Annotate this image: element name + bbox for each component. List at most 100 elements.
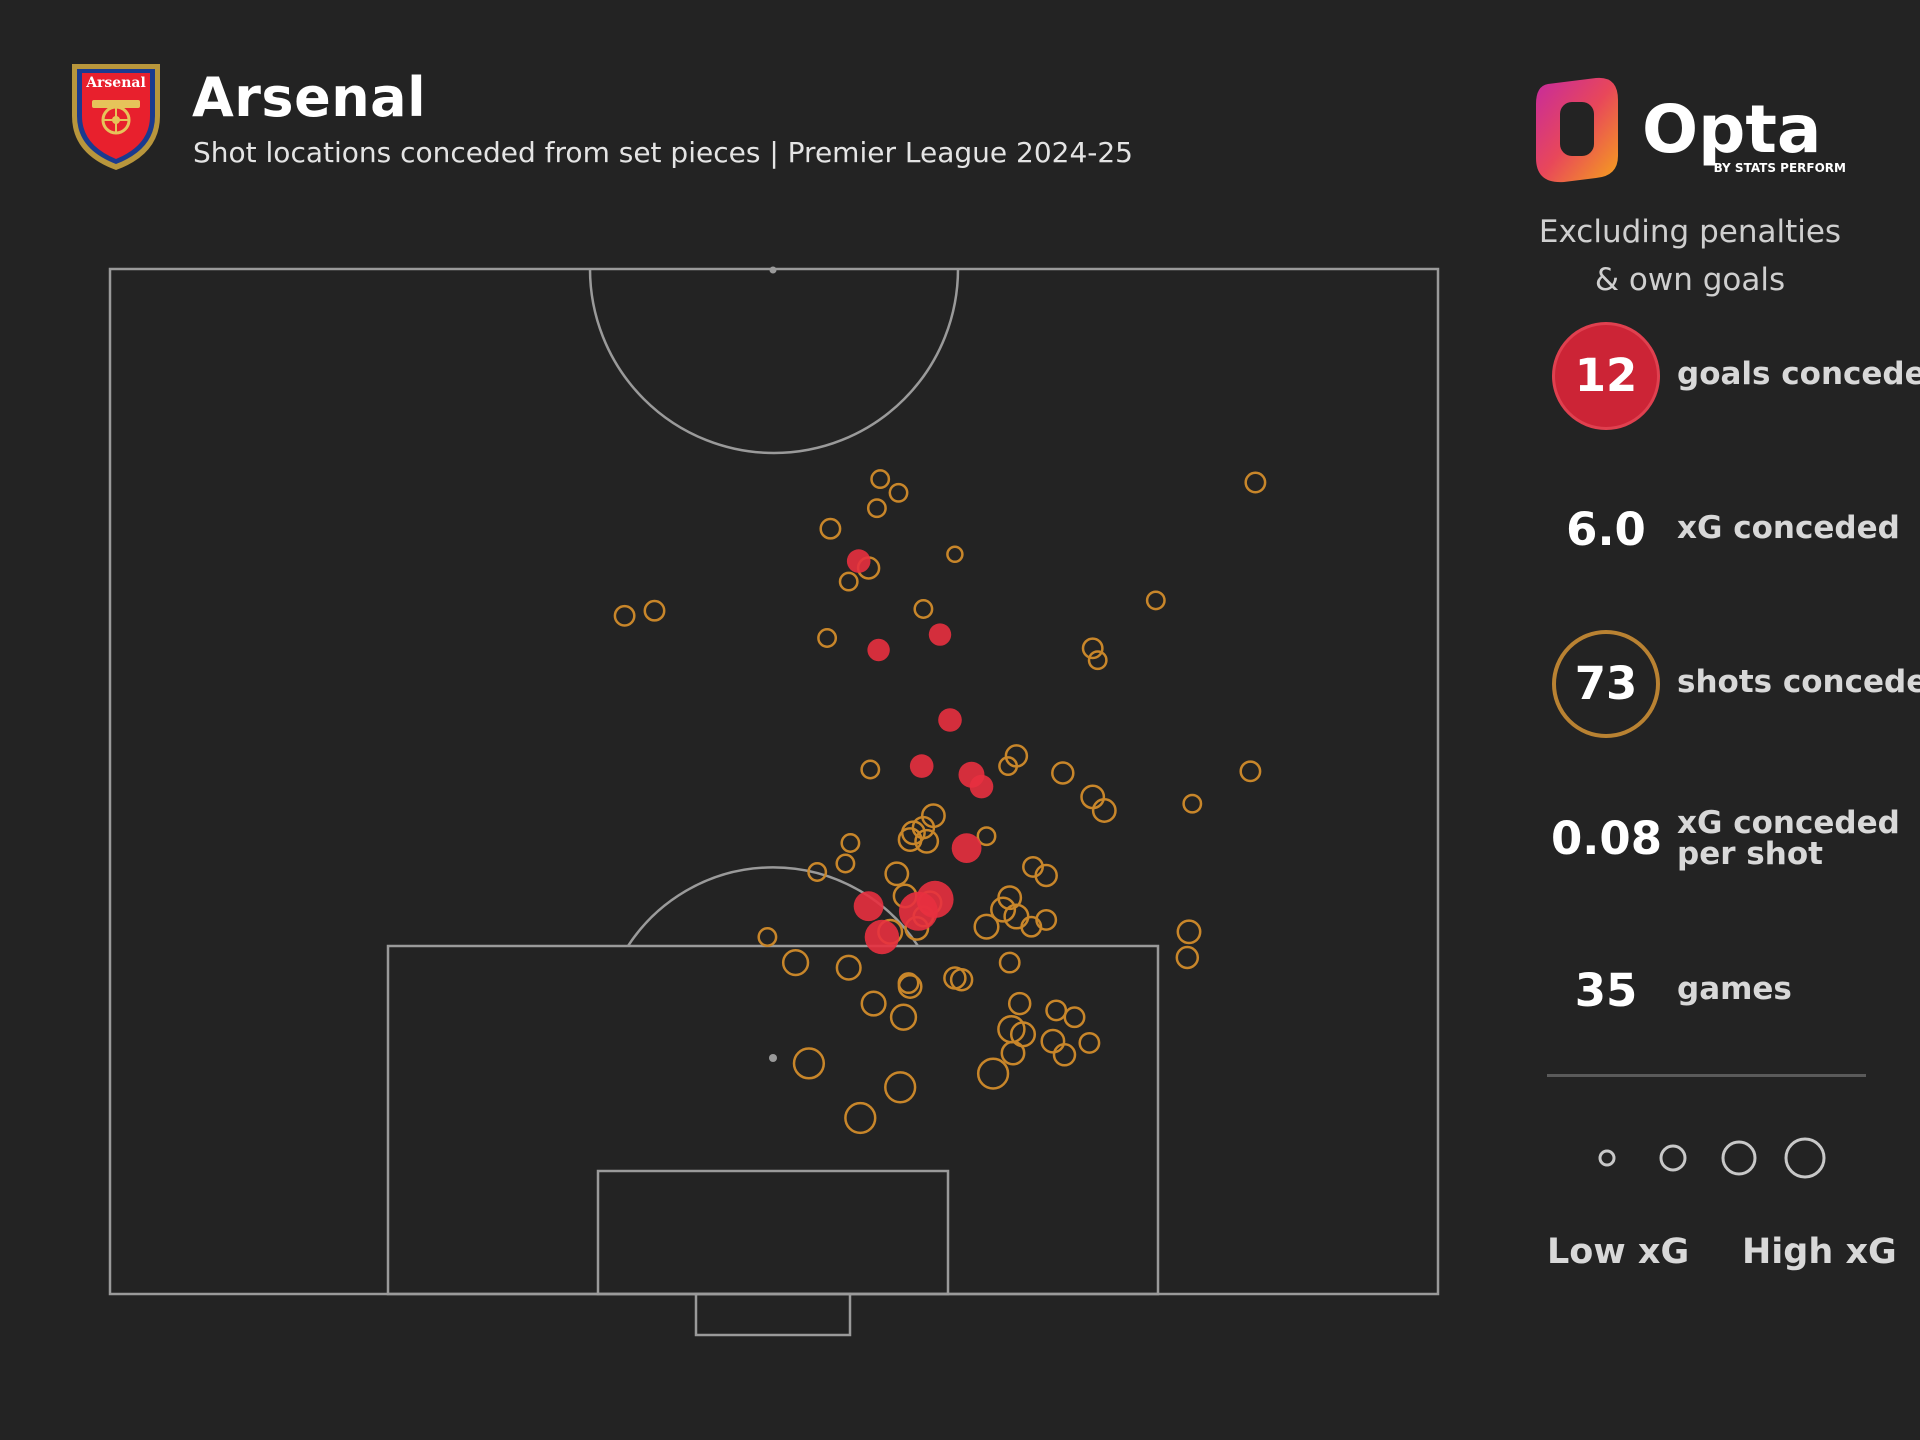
goal-marker <box>898 891 938 931</box>
opta-wordmark: Opta <box>1642 91 1821 168</box>
penalty-arc <box>626 866 920 947</box>
xg-conceded-value: 6.0 <box>1566 503 1646 556</box>
shot-marker <box>1244 471 1267 494</box>
shot-marker <box>835 954 862 981</box>
shots-conceded-label: shots conceded <box>1677 664 1920 700</box>
xg-per-shot-label-line1: xG conceded <box>1677 805 1900 841</box>
shot-marker <box>1003 903 1030 930</box>
shots-layer <box>613 469 1267 1135</box>
legend-size-1 <box>1598 1149 1616 1167</box>
legend-size-2 <box>1659 1144 1687 1172</box>
goal-marker <box>846 549 871 573</box>
shot-marker <box>757 927 778 947</box>
goals-layer <box>846 549 994 955</box>
shot-marker <box>860 990 887 1017</box>
shot-marker <box>844 1101 877 1135</box>
shot-marker <box>866 498 887 519</box>
shot-marker <box>897 827 923 853</box>
pitch-outline <box>108 267 1440 1296</box>
centre-circle <box>588 268 960 455</box>
shot-marker <box>643 599 666 622</box>
goals-conceded-label: goals conceded <box>1677 356 1920 392</box>
xg-per-shot-value: 0.08 <box>1551 812 1663 865</box>
shot-marker <box>1176 919 1202 945</box>
shot-marker <box>807 862 828 882</box>
shot-marker <box>1175 945 1200 970</box>
shot-marker <box>792 1047 826 1080</box>
shot-marker <box>990 896 1017 923</box>
goal-marker <box>938 708 962 732</box>
shot-marker <box>913 599 934 619</box>
arsenal-crest: Arsenal <box>72 64 160 170</box>
opta-logo: Opta BY STATS PERFORM <box>1536 77 1846 183</box>
goal-marker <box>867 638 890 662</box>
legend-size-3 <box>1721 1140 1757 1176</box>
goals-conceded-value: 12 <box>1574 349 1638 402</box>
team-name: Arsenal <box>192 66 427 129</box>
shot-marker <box>1000 1040 1026 1066</box>
shot-marker <box>946 545 964 564</box>
goal-marker <box>969 774 994 799</box>
goal-marker <box>909 754 934 778</box>
shot-marker <box>781 948 810 977</box>
shot-marker <box>976 1057 1010 1090</box>
opta-tagline: BY STATS PERFORM <box>1714 161 1846 175</box>
shot-marker <box>949 967 974 992</box>
shot-marker <box>870 469 891 490</box>
penalty-spot <box>769 1054 777 1062</box>
shot-marker <box>819 517 842 540</box>
shot-marker <box>1040 1028 1066 1054</box>
shot-marker <box>835 853 856 874</box>
shots-badge <box>1552 630 1660 738</box>
shot-marker <box>817 628 838 648</box>
legend-low-xg: Low xG <box>1547 1232 1690 1272</box>
goal-marker <box>864 919 900 955</box>
games-value: 35 <box>1574 964 1638 1017</box>
xg-conceded-label: xG conceded <box>1677 510 1900 546</box>
goal-marker <box>951 833 982 863</box>
shot-marker <box>1007 991 1032 1016</box>
games-label: games <box>1677 971 1792 1007</box>
shot-marker <box>884 1071 917 1104</box>
goal-marker <box>853 891 884 922</box>
chart-subtitle: Shot locations conceded from set pieces … <box>193 136 1133 169</box>
shot-marker <box>1239 760 1262 783</box>
shot-marker <box>1182 793 1203 814</box>
shot-marker <box>1080 784 1106 810</box>
shot-marker <box>1051 761 1075 785</box>
shot-marker <box>889 1003 918 1031</box>
shot-marker <box>1145 590 1166 611</box>
legend-size-4 <box>1784 1137 1826 1179</box>
shot-marker <box>1091 798 1117 823</box>
shot-marker <box>976 826 997 847</box>
shot-marker <box>1078 1031 1101 1054</box>
shot-marker <box>897 974 923 999</box>
shot-marker <box>998 756 1019 777</box>
xg-size-legend <box>1598 1137 1826 1179</box>
penalty-box <box>386 944 1160 1296</box>
shot-marker <box>860 759 881 780</box>
shot-marker <box>1035 908 1058 931</box>
shot-marker <box>840 833 861 853</box>
exclusion-note-line1: Excluding penalties <box>1538 214 1842 250</box>
goals-badge <box>1552 322 1660 430</box>
shot-marker <box>884 861 910 887</box>
shot-marker <box>888 482 909 503</box>
crest-text: Arsenal <box>85 75 146 91</box>
shot-marker <box>1063 1006 1086 1029</box>
shot-marker <box>838 571 859 592</box>
shot-marker <box>1052 1043 1077 1067</box>
centre-spot <box>769 266 777 274</box>
xg-per-shot-label-line2: per shot <box>1677 836 1823 872</box>
shot-marker <box>1034 863 1058 888</box>
shot-marker <box>613 604 636 627</box>
shot-marker <box>1081 637 1104 660</box>
shots-conceded-value: 73 <box>1574 657 1638 710</box>
legend-high-xg: High xG <box>1742 1232 1897 1272</box>
six-yard-box <box>596 1169 950 1296</box>
exclusion-note-line2: & own goals <box>1594 262 1786 298</box>
goal <box>694 1292 852 1337</box>
goal-marker <box>928 623 952 646</box>
shot-marker <box>1087 650 1108 671</box>
